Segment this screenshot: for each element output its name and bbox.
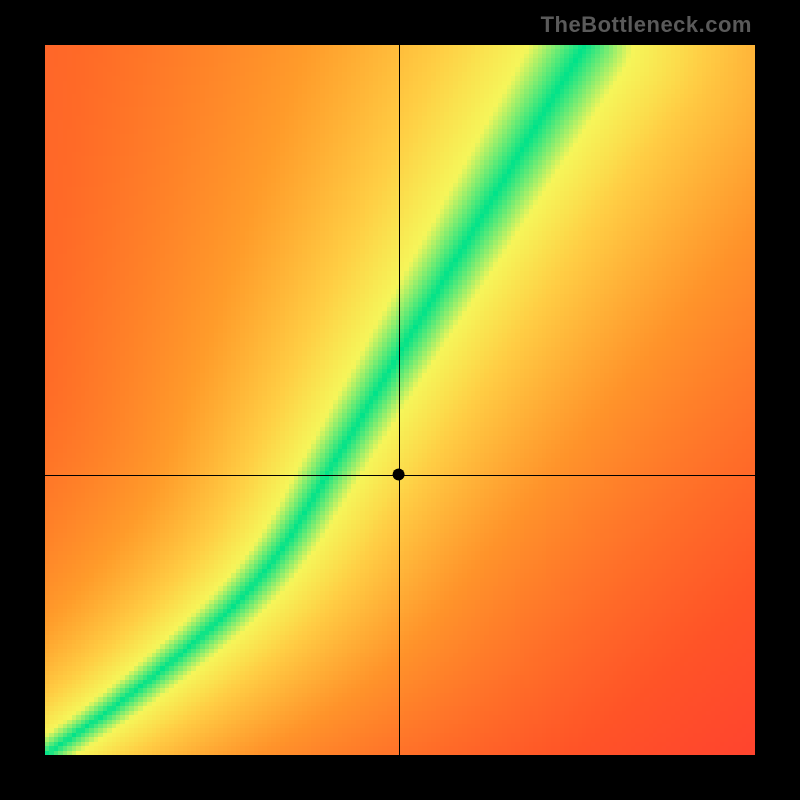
watermark-text: TheBottleneck.com bbox=[541, 12, 752, 38]
bottleneck-heatmap bbox=[0, 0, 800, 800]
